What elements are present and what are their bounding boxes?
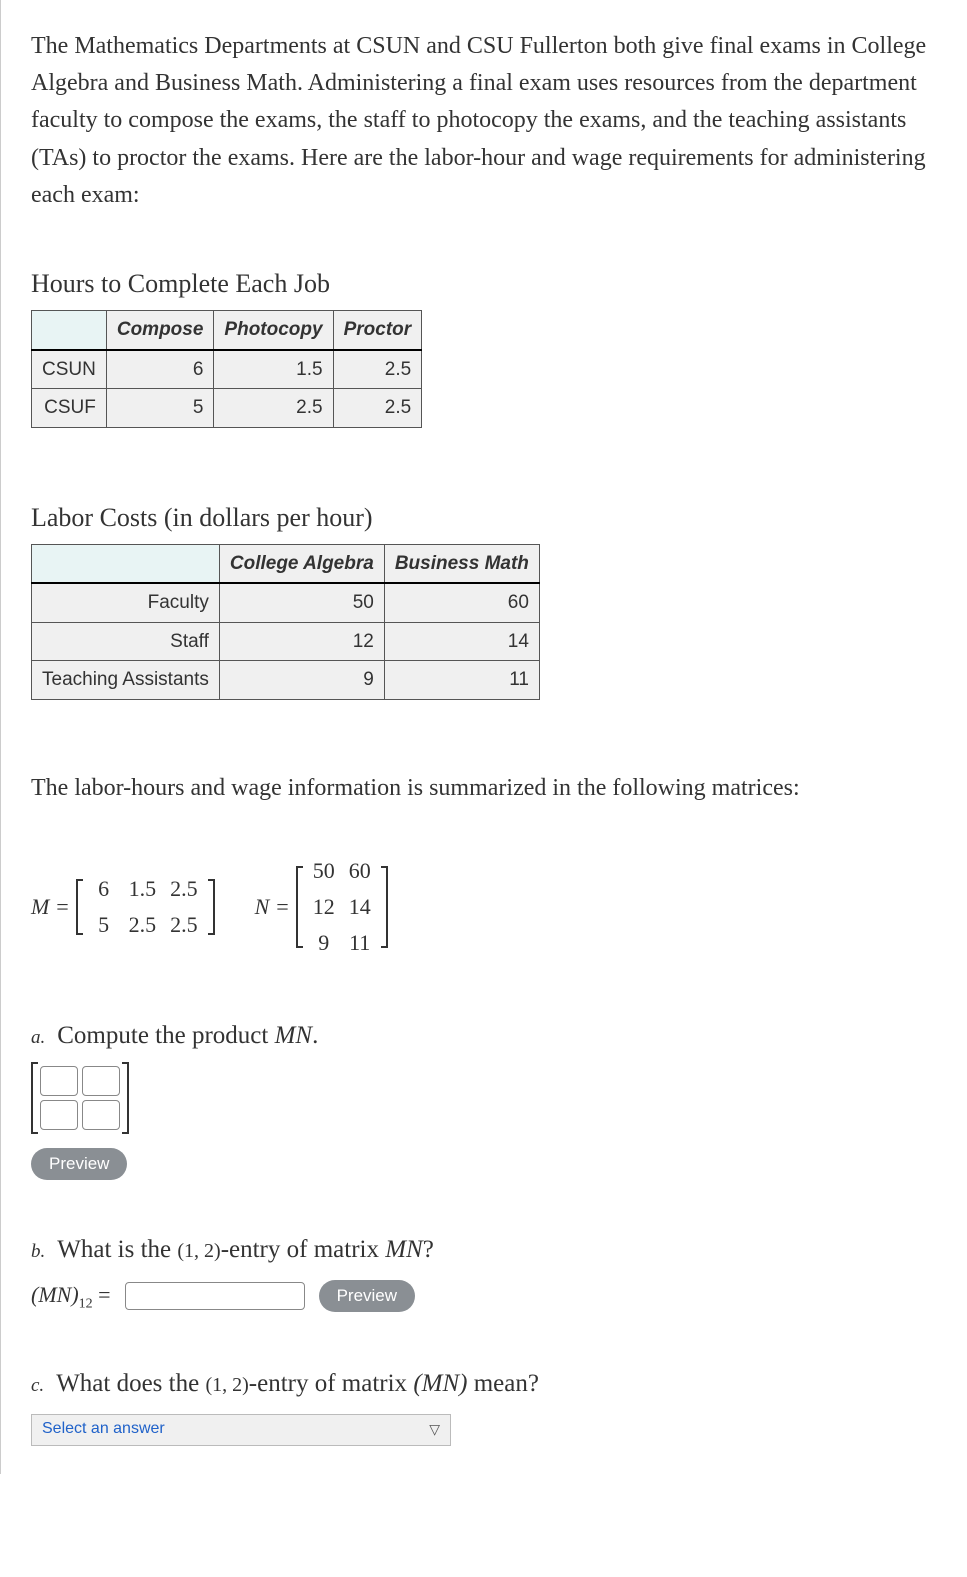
matrix-m-label: M = [31,890,70,924]
eq-sub: 12 [79,1296,93,1311]
mn12-label: (MN)12 = [31,1278,111,1315]
part-a-text: Compute the product MN. [57,1022,318,1049]
matrix-cell: 12 [313,890,335,924]
matrix-cell: 1.5 [129,872,157,906]
part-a: a. Compute the product MN. Preview [31,1017,937,1181]
table1-corner [32,311,107,350]
part-c-pre: What does the [56,1370,205,1397]
part-b-suffix: ? [423,1236,434,1263]
part-b-pre: What is the [57,1236,177,1263]
matrix-cell: 5 [93,908,115,942]
matrices-display: M = 6 1.5 2.5 5 2.5 2.5 N = 50 60 12 14 … [31,852,937,962]
mn-var: MN [275,1022,313,1049]
part-b: b. What is the (1, 2)-entry of matrix MN… [31,1231,937,1315]
matrix-cell: 14 [349,890,371,924]
part-b-letter: b. [31,1241,45,1262]
bracket-icon [76,879,83,935]
part-c-text: What does the (1, 2)-entry of matrix (MN… [56,1370,539,1397]
chevron-updown-icon: ▽ [429,1419,440,1441]
matrix-input-21[interactable] [40,1100,78,1130]
matrix-m-grid: 6 1.5 2.5 5 2.5 2.5 [89,870,202,944]
table1-cell: 2.5 [214,389,333,427]
part-a-suffix: . [312,1022,318,1049]
table-row: Teaching Assistants 9 11 [32,661,540,699]
matrix-input-12[interactable] [82,1066,120,1096]
table1-col-photocopy: Photocopy [214,311,333,350]
table2-row-staff: Staff [32,622,220,660]
bracket-icon [31,1062,38,1134]
table-row: CSUF 5 2.5 2.5 [32,389,422,427]
mn-var: MN [385,1236,423,1263]
table1-row-csuf: CSUF [32,389,107,427]
part-a-prompt: Compute the product [57,1022,274,1049]
table-row: CSUN 6 1.5 2.5 [32,350,422,389]
table-row: Faculty 50 60 [32,583,540,622]
table1-cell: 1.5 [214,350,333,389]
eq-equals: = [93,1282,111,1307]
mn12-input[interactable] [125,1282,305,1310]
part-a-letter: a. [31,1027,45,1048]
part-c-post: mean? [467,1370,538,1397]
matrix-cell: 11 [349,926,371,960]
answer-select[interactable]: Select an answer ▽ [31,1414,451,1446]
part-b-mid: -entry of matrix [221,1236,386,1263]
table2-title: Labor Costs (in dollars per hour) [31,498,937,538]
matrix-cell: 9 [313,926,335,960]
matrix-input-11[interactable] [40,1066,78,1096]
hours-table: Compose Photocopy Proctor CSUN 6 1.5 2.5… [31,310,422,427]
matrix-n-label: N = [255,890,290,924]
mn-var: (MN) [413,1370,467,1397]
bracket-icon [381,866,388,948]
part-c-letter: c. [31,1375,44,1396]
table1-cell: 2.5 [333,350,422,389]
table2-corner [32,544,220,583]
matrix-cell: 6 [93,872,115,906]
matrix-cell: 60 [349,854,371,888]
matrix-cell: 2.5 [129,908,157,942]
table2-col-algebra: College Algebra [219,544,384,583]
table2-cell: 50 [219,583,384,622]
table2-cell: 9 [219,661,384,699]
bracket-icon [296,866,303,948]
eq-left: (MN) [31,1282,79,1307]
bracket-icon [122,1062,129,1134]
entry-notation: (1, 2) [205,1374,248,1396]
table2-cell: 11 [384,661,539,699]
select-placeholder: Select an answer [42,1417,165,1442]
matrix-input-22[interactable] [82,1100,120,1130]
table2-cell: 60 [384,583,539,622]
matrix-n: N = 50 60 12 14 9 11 [255,852,388,962]
table1-col-compose: Compose [106,311,214,350]
table2-cell: 14 [384,622,539,660]
table1-cell: 6 [106,350,214,389]
preview-button-a[interactable]: Preview [31,1148,127,1180]
table1-col-proctor: Proctor [333,311,422,350]
preview-button-b[interactable]: Preview [319,1280,415,1312]
costs-table: College Algebra Business Math Faculty 50… [31,544,540,700]
entry-notation: (1, 2) [177,1240,220,1262]
matrix-cell: 2.5 [170,872,198,906]
part-c-mid: -entry of matrix [249,1370,414,1397]
table1-title: Hours to Complete Each Job [31,264,937,304]
table-row: Staff 12 14 [32,622,540,660]
matrices-intro: The labor-hours and wage information is … [31,770,937,807]
problem-intro: The Mathematics Departments at CSUN and … [31,28,937,214]
bracket-icon [208,879,215,935]
table2-col-business: Business Math [384,544,539,583]
table2-row-faculty: Faculty [32,583,220,622]
part-c: c. What does the (1, 2)-entry of matrix … [31,1365,937,1446]
part-b-text: What is the (1, 2)-entry of matrix MN? [57,1236,434,1263]
table1-cell: 5 [106,389,214,427]
answer-matrix-input [31,1062,937,1134]
table2-row-ta: Teaching Assistants [32,661,220,699]
matrix-cell: 50 [313,854,335,888]
matrix-n-grid: 50 60 12 14 9 11 [309,852,375,962]
table2-cell: 12 [219,622,384,660]
table1-cell: 2.5 [333,389,422,427]
matrix-cell: 2.5 [170,908,198,942]
matrix-m: M = 6 1.5 2.5 5 2.5 2.5 [31,870,215,944]
table1-row-csun: CSUN [32,350,107,389]
